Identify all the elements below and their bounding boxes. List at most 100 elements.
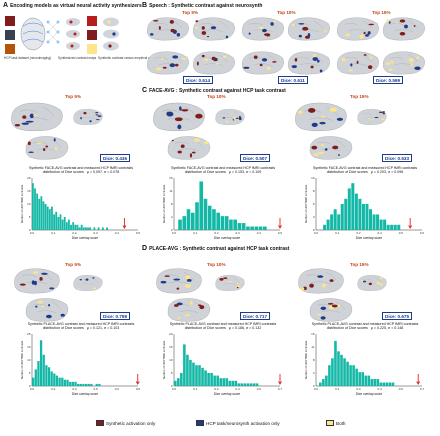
x-tick-label: 0.8 [136,387,141,391]
histogram-bar [220,216,225,230]
histogram-bar [233,219,237,230]
histogram-bar [42,354,45,386]
x-tick-label: 0.1 [193,387,198,391]
x-axis-label: Dice overlap score [356,392,383,396]
histogram-bar [231,380,235,386]
histogram-bar [237,223,242,230]
panel-d-hist-title-1: Synthetic PLACE-AVG contrast and measure… [27,322,135,331]
panel-c-dice-2: Dice: 0.507 [240,154,271,162]
panel-c-brain-ventral [73,108,103,125]
synthetic-dice-marker [278,218,282,229]
histogram-bar [50,371,53,386]
histogram-bar [53,214,56,230]
histogram-bar [347,188,351,230]
histogram-bar [180,373,183,386]
histogram-bar [250,226,254,230]
x-tick-label: 0.4 [115,231,120,235]
histogram-bar [207,205,212,230]
histogram-bar [189,360,192,386]
histogram-bar [237,383,241,386]
histogram-bar [183,344,186,386]
x-axis-label: Dice overlap score [72,392,99,396]
histogram-bar [98,383,101,386]
histogram-bar [198,365,201,386]
x-tick-label: 0.0 [172,387,177,391]
histogram-bar [77,383,80,386]
histogram-bar [379,219,383,230]
x-tick-label: 0.0 [30,231,35,235]
histogram-bar [63,379,67,386]
y-tick-label: 8 [171,202,173,206]
histogram-bar [190,212,195,230]
histogram-bar [255,383,259,386]
histogram-bar [59,214,62,230]
histogram-bar [34,369,37,386]
panel-b-threshold-3: Top 15% [372,10,391,15]
x-axis-label: Dice overlap score [356,236,383,240]
y-axis-label: Number of HCP fMRI contrasts [304,184,308,223]
histogram-bar [44,204,47,230]
histogram-bar [376,214,380,230]
panel-c-threshold-1: Top 5% [65,94,81,99]
histogram-bar [334,340,337,386]
panel-c-brain-lateral [153,102,205,132]
histogram-bar [337,351,340,386]
synthetic-dice-marker [278,374,282,385]
x-axis-label: Dice overlap score [214,236,241,240]
panel-b-dice-3: Dice: 0.599 [373,76,404,84]
x-tick-label: 0.6 [399,387,404,391]
panel-d-brain-lateral [298,268,344,294]
histogram-bar [89,227,92,230]
x-tick-label: 0.0 [172,231,177,235]
histogram-bar [240,383,244,386]
histogram-bar [330,214,334,230]
histogram-bar [201,367,204,386]
panel-c-hist-title-3: Synthetic FACE-AVG contrast and measured… [312,166,418,175]
x-tick-label: 0.2 [72,231,77,235]
panel-d-threshold-3: Top 15% [350,262,369,267]
panel-d-threshold-2: Top 10% [207,262,226,267]
histogram-bar [93,227,96,230]
panel-b-brain-medial [193,17,235,41]
y-tick-label: 5 [171,371,173,375]
histogram-bar [246,226,250,230]
histogram-bar [82,227,85,230]
panel-d-hist-title-3: Synthetic PLACE-AVG contrast and measure… [311,322,419,331]
histogram-bar [79,383,82,386]
histogram-bar [352,365,355,386]
histogram-bar [367,375,371,386]
panel-c-hist-title-2: Synthetic FACE-AVG contrast and measured… [170,166,276,175]
x-tick-label: 0.4 [378,387,383,391]
histogram-bar [72,222,75,230]
histogram-bar [386,224,390,230]
histogram-bar [177,378,180,386]
panel-c-brain-medial [309,136,353,160]
histogram-bar [195,202,199,230]
panel-d-threshold-1: Top 5% [65,262,81,267]
histogram-bar [391,382,395,386]
y-tick-label: 19 [27,345,31,349]
panel-b-dice-1: Dice: 0.614 [183,76,214,84]
histogram-bar [65,222,68,230]
x-tick-label: 0.5 [94,387,99,391]
histogram-bar [106,227,109,230]
histogram-bar [204,370,207,386]
panel-b-threshold-2: Top 10% [277,10,296,15]
histogram-bar [383,219,387,230]
y-axis-label: Number of HCP fMRI contrasts [20,184,24,223]
y-tick-label: 10 [311,176,315,180]
y-tick-label: 0 [313,384,315,388]
histogram-bar [225,378,229,386]
histogram-bar [82,383,85,386]
panel-d-brain-medial [25,298,69,322]
histogram-bar [61,219,64,230]
panel-a-caption-3: Synthetic contrast versus empirical cont… [98,56,160,60]
y-axis-label: Number of HCP fMRI contrasts [162,340,166,379]
legend-swatch-hcp [196,420,204,426]
x-tick-label: 0.0 [30,387,35,391]
y-tick-label: 0 [29,228,31,232]
panel-b-brain-lateral-right [337,51,379,75]
panel-d-histogram-1: 0.0 0.2 0.3 0.5 0.6 0.8 0 6 13 19 25 Dice overlap s… [20,332,141,396]
x-tick-label: 0.6 [257,387,262,391]
panel-c-dice-1: Dice: 0.436 [100,154,131,162]
